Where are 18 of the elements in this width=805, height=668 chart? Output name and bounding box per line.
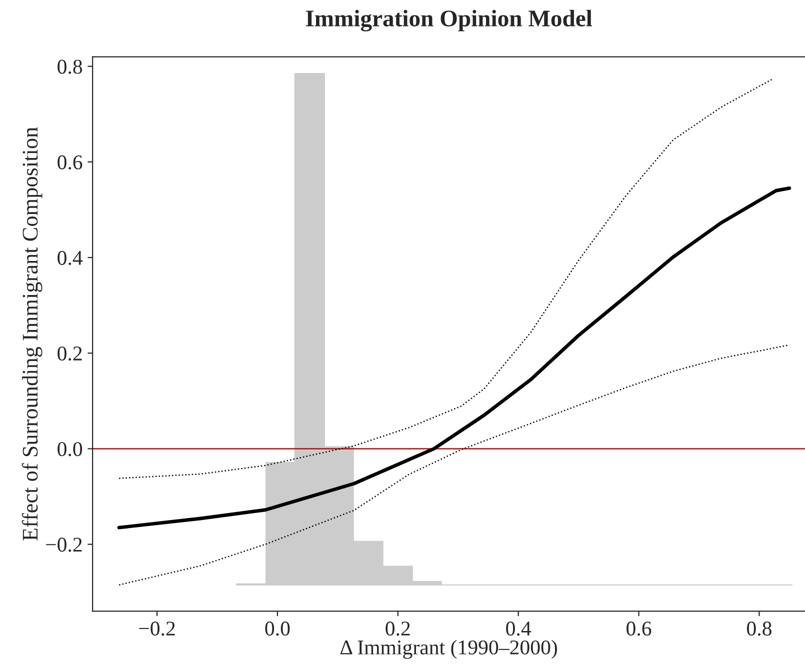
line-series: [118, 344, 790, 586]
y-tick-label: −0.2: [46, 538, 82, 552]
x-tick-label: 0.4: [506, 622, 532, 636]
line-series: [118, 78, 774, 479]
line-series: [117, 186, 792, 530]
y-tick-label: 0.8: [58, 60, 82, 74]
x-tick-label: 0.2: [386, 622, 410, 636]
y-tick-label: 0.2: [58, 346, 82, 361]
chart-title: Immigration Opinion Model: [306, 10, 592, 32]
y-tick-label: 0.6: [58, 155, 82, 170]
x-tick-label: −0.2: [139, 622, 175, 636]
x-tick-label: 0.0: [265, 622, 290, 636]
x-tick-label: 0.8: [747, 622, 772, 636]
y-axis-title: Effect of Surrounding Immigrant Composition: [22, 127, 42, 541]
y-tick-label: 0.0: [58, 442, 82, 456]
x-tick-label: 0.6: [626, 622, 652, 636]
y-tick-label: 0.4: [58, 250, 83, 266]
x-axis-title: Δ Immigrant (1990–2000): [340, 640, 557, 659]
